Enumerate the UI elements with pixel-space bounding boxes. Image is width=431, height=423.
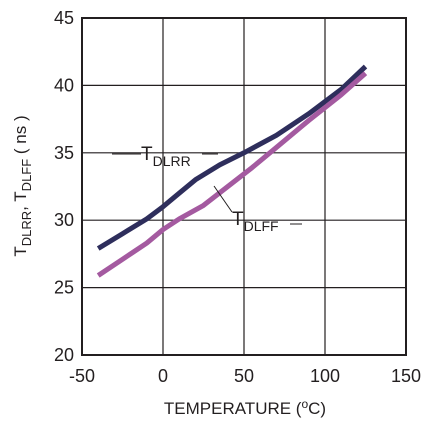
series-line-dlff — [96, 71, 368, 278]
y-tick-label-35: 35 — [54, 143, 74, 163]
y-axis-title-part-3: ( ns ) — [11, 115, 30, 158]
series-label-tdlff: TDLFF — [232, 209, 279, 234]
y-axis-title-sub-1: DLRR — [19, 211, 34, 246]
y-axis-title-part-2: , T — [11, 191, 30, 211]
y-axis-title: TDLRR, TDLFF ( ns ) — [11, 115, 34, 256]
series-label-tdlff-main: T — [232, 209, 244, 230]
series-label-tdlrr-main: T — [141, 144, 153, 165]
grid — [81, 17, 407, 356]
series-line-dlrr — [96, 64, 368, 251]
x-axis-title-degree: o — [301, 397, 308, 411]
y-tick-label-45: 45 — [54, 8, 74, 28]
y-tick-labels: 20 25 30 35 40 45 — [54, 8, 74, 365]
label-leaders — [112, 153, 302, 225]
series-label-tdlrr: TDLRR — [141, 144, 191, 169]
series-label-tdlrr-sub: DLRR — [153, 153, 191, 169]
x-tick-labels: -50 0 50 100 150 — [69, 366, 421, 386]
series-lines — [96, 64, 368, 278]
y-tick-label-40: 40 — [54, 75, 74, 95]
x-axis-title-part-2: C) — [308, 399, 326, 418]
x-tick-label-0: 0 — [158, 366, 168, 386]
y-axis-title-part-1: T — [11, 246, 30, 256]
y-tick-label-25: 25 — [54, 278, 74, 298]
y-axis-title-sub-2: DLFF — [19, 159, 34, 192]
x-tick-label-150: 150 — [391, 366, 421, 386]
x-tick-label-100: 100 — [310, 366, 340, 386]
y-tick-label-20: 20 — [54, 345, 74, 365]
series-label-tdlff-sub: DLFF — [244, 218, 279, 234]
plot-frame — [81, 17, 407, 356]
x-axis-title: TEMPERATURE (oC) — [164, 397, 326, 418]
y-tick-label-30: 30 — [54, 210, 74, 230]
x-tick-label--50: -50 — [69, 366, 95, 386]
x-axis-title-part-1: TEMPERATURE ( — [164, 399, 302, 418]
leader-tdlff-left — [213, 185, 233, 213]
x-tick-label-50: 50 — [234, 366, 254, 386]
